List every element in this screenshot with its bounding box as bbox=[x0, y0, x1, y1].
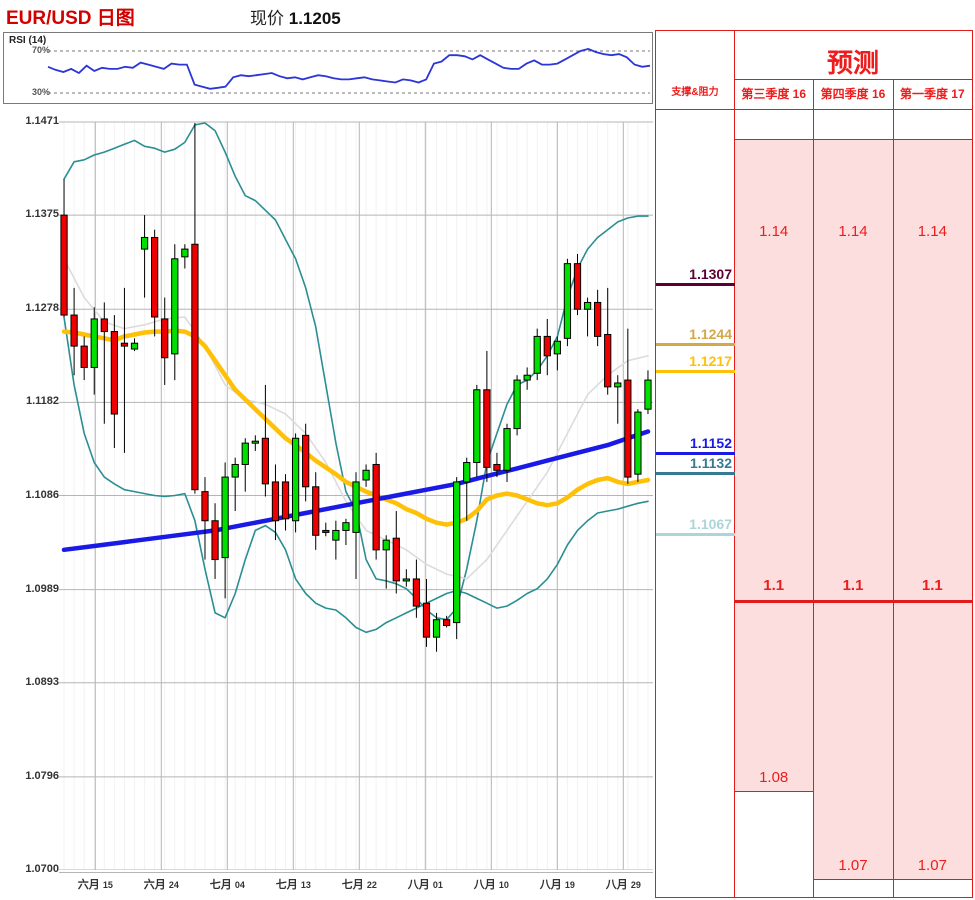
forecast-lower-line-q3 bbox=[734, 791, 814, 792]
level-label: 1.1132 bbox=[689, 455, 732, 471]
support-resistance-header: 支撑&阻力 bbox=[671, 87, 719, 98]
forecast-upper-value-0: 1.14 bbox=[759, 223, 789, 240]
forecast-mid-value-0: 1.1 bbox=[763, 577, 785, 594]
y-axis-tick: 1.1471 bbox=[25, 115, 59, 127]
y-axis-tick: 1.1375 bbox=[25, 208, 59, 221]
x-axis-tick: 六月 15 bbox=[77, 879, 113, 891]
level-line bbox=[656, 533, 735, 536]
forecast-column-header-1: 第四季度 16 bbox=[820, 87, 886, 101]
forecast-col-divider-0 bbox=[734, 31, 735, 897]
x-axis-line bbox=[59, 872, 653, 873]
forecast-column-header-0: 第三季度 16 bbox=[741, 87, 806, 101]
forecast-upper-value-2: 1.14 bbox=[917, 223, 947, 240]
forecast-mid-line bbox=[734, 600, 972, 603]
forecast-mid-value-2: 1.1 bbox=[921, 577, 943, 594]
x-axis-tick: 八月 29 bbox=[605, 879, 641, 891]
level-line bbox=[656, 452, 735, 455]
x-axis-tick: 六月 24 bbox=[143, 879, 179, 891]
level-label: 1.1067 bbox=[689, 516, 732, 532]
forecast-mid-value-1: 1.1 bbox=[842, 577, 864, 594]
forecast-lower-value-0: 1.08 bbox=[759, 769, 789, 786]
forecast-lower-value-2: 1.07 bbox=[917, 857, 947, 874]
x-axis-tick: 七月 22 bbox=[341, 879, 377, 891]
y-axis-tick: 1.0893 bbox=[25, 675, 59, 688]
rsi-panel: RSI (14) 70% 30% bbox=[3, 32, 653, 104]
forecast-col-divider-1 bbox=[813, 79, 815, 897]
level-line bbox=[656, 283, 735, 286]
y-axis-tick: 1.0796 bbox=[25, 769, 59, 782]
rsi-upper-label: 70% bbox=[32, 45, 51, 55]
x-axis-labels: 六月 15 六月 24 七月 04 七月 13 七月 22 八月 01 八月 10 八月 19… bbox=[3, 872, 653, 898]
price-chart: 1.1471 1.1375 1.1278 1.1182 1.1086 1.0989 1.08… bbox=[3, 110, 653, 875]
current-price-value: 1.1205 bbox=[288, 9, 341, 28]
current-price-label: 现价 bbox=[250, 9, 284, 28]
current-price-block: 现价 1.1205 bbox=[250, 4, 341, 29]
forecast-header-split bbox=[734, 79, 972, 80]
price-plot bbox=[59, 121, 653, 871]
level-label: 1.1152 bbox=[689, 435, 732, 451]
rsi-lower-label: 30% bbox=[32, 87, 51, 97]
forecast-col-divider-2 bbox=[892, 79, 894, 897]
level-label: 1.1217 bbox=[689, 353, 732, 369]
level-line bbox=[656, 472, 735, 475]
y-axis-tick: 1.1182 bbox=[25, 395, 59, 408]
forecast-header-bottom bbox=[656, 109, 972, 110]
forecast-column-header-2: 第一季度 17 bbox=[899, 87, 965, 101]
forecast-upper-line bbox=[734, 139, 972, 140]
page-header: EUR/USD 日图 现价 1.1205 bbox=[0, 0, 975, 30]
level-line bbox=[656, 343, 735, 346]
forecast-lower-value-1: 1.07 bbox=[838, 857, 868, 874]
page-title: EUR/USD 日图 bbox=[6, 8, 135, 29]
y-axis-tick: 1.0989 bbox=[25, 582, 59, 595]
level-label: 1.1307 bbox=[689, 266, 732, 282]
x-axis-tick: 八月 10 bbox=[473, 879, 509, 891]
forecast-upper-value-1: 1.14 bbox=[838, 223, 868, 240]
x-axis-tick: 八月 19 bbox=[539, 879, 575, 891]
forecast-header: 预测 bbox=[826, 48, 879, 78]
rsi-plot bbox=[47, 47, 651, 94]
forecast-table: 支撑&阻力 预测第三季度 16 第四季度 16 第一季度 17 1.14 1.14 1.14… bbox=[655, 30, 973, 898]
y-axis-tick: 1.1086 bbox=[25, 488, 59, 501]
x-axis-tick: 七月 13 bbox=[275, 879, 311, 891]
forecast-band-q1 bbox=[892, 139, 972, 879]
x-axis-tick: 七月 04 bbox=[209, 879, 245, 891]
rsi-title: RSI (14) bbox=[9, 35, 47, 46]
forecast-band-q3 bbox=[734, 139, 814, 791]
x-axis-tick: 八月 01 bbox=[407, 879, 443, 891]
level-label: 1.1244 bbox=[689, 326, 732, 342]
y-axis-tick: 1.0700 bbox=[25, 863, 59, 875]
forecast-lower-line-q4 bbox=[813, 879, 972, 880]
forecast-band-q4 bbox=[813, 139, 893, 879]
y-axis-tick: 1.1278 bbox=[25, 302, 59, 315]
level-line bbox=[656, 370, 735, 373]
